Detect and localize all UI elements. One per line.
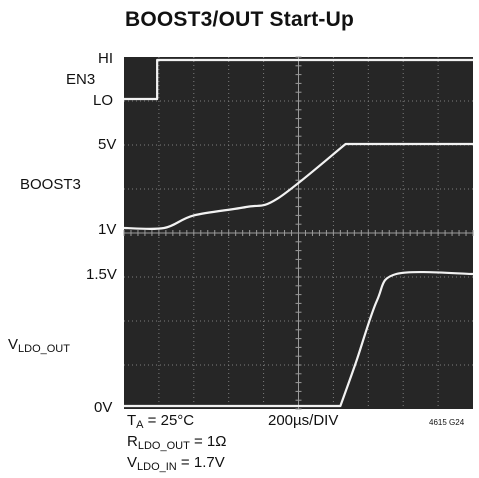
5v-level-label: 5V [98,136,117,153]
trace-vldo-out [124,270,474,408]
trace-boost3 [123,142,473,231]
vldo-out-label: VLDO_OUT [8,336,70,355]
hi-level-label: HI [98,50,113,67]
chart-title: BOOST3/OUT Start-Up [125,8,354,31]
input-voltage-text: VLDO_IN = 1.7V [127,454,225,473]
boost3-label: BOOST3 [20,176,81,193]
load-resistor-text: RLDO_OUT = 1Ω [127,433,227,452]
0v-level-label: 0V [94,399,113,416]
figure-id: 4615 G24 [429,418,465,427]
ambient-temp-text: TA = 25°C [127,412,195,431]
en3-label: EN3 [66,71,96,88]
trace-en3 [124,58,473,101]
timebase-text: 200µs/DIV [268,412,339,429]
lo-level-label: LO [93,92,114,109]
1v-level-label: 1V [98,221,117,238]
1-5v-level-label: 1.5V [86,266,117,283]
scope-traces [123,58,474,408]
scope-grid [123,56,474,410]
